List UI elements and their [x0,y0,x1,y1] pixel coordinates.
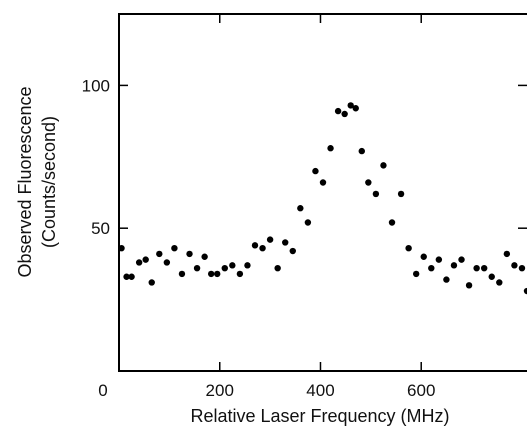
y-tick-label: 100 [82,76,110,95]
data-point [319,179,327,186]
data-point [518,264,526,272]
data-point [465,282,473,289]
data-point [480,264,488,272]
data-point [511,262,518,269]
data-point [365,179,372,186]
data-point [289,247,296,255]
data-point [397,190,405,198]
data-point [372,190,380,198]
y-tick-label: 50 [91,219,110,238]
data-point [327,145,334,152]
data-point [420,253,427,260]
data-point [221,264,228,272]
data-point [388,219,396,226]
data-point [251,242,259,249]
data-point [148,279,155,286]
data-point [229,262,236,269]
data-point [244,262,251,269]
data-point [358,147,365,155]
data-point [142,256,149,263]
data-point [163,259,171,266]
data-point [201,253,208,260]
data-point [156,250,163,258]
data-point [193,264,201,272]
data-point [178,270,186,278]
data-point [405,244,412,252]
data-point [503,250,511,258]
data-point [118,244,125,252]
data-point [523,287,527,295]
data-point [274,264,281,272]
data-point [186,250,193,258]
data-point [207,270,215,278]
x-tick-label: 200 [206,381,234,400]
data-point [380,162,387,169]
x-axis-label: Relative Laser Frequency (MHz) [190,406,449,426]
data-point [443,276,450,283]
data-point [312,167,319,175]
data-point [135,259,143,266]
data-point [259,244,266,252]
data-point [352,105,359,112]
data-point [458,256,465,263]
data-point [282,239,289,246]
x-tick-label: 0 [98,381,107,400]
x-tick-label: 400 [306,381,334,400]
data-point [304,219,312,226]
data-point [473,264,480,272]
data-point [450,262,458,269]
y-axis-label-line1: Observed Fluorescence [15,86,35,277]
data-point [214,270,221,278]
data-point [488,273,495,280]
data-point [347,102,354,109]
y-axis-label-line2: (Counts/second) [39,116,59,248]
data-point [341,110,348,118]
data-point [171,244,178,252]
data-point [412,270,420,278]
data-point [496,279,503,286]
data-point [435,256,443,263]
data-point [428,264,435,272]
data-point [334,107,342,115]
data-point [297,205,304,212]
x-tick-label: 600 [407,381,435,400]
data-point [128,273,135,280]
data-point [123,273,130,280]
data-point [236,270,244,278]
data-point [266,236,274,243]
